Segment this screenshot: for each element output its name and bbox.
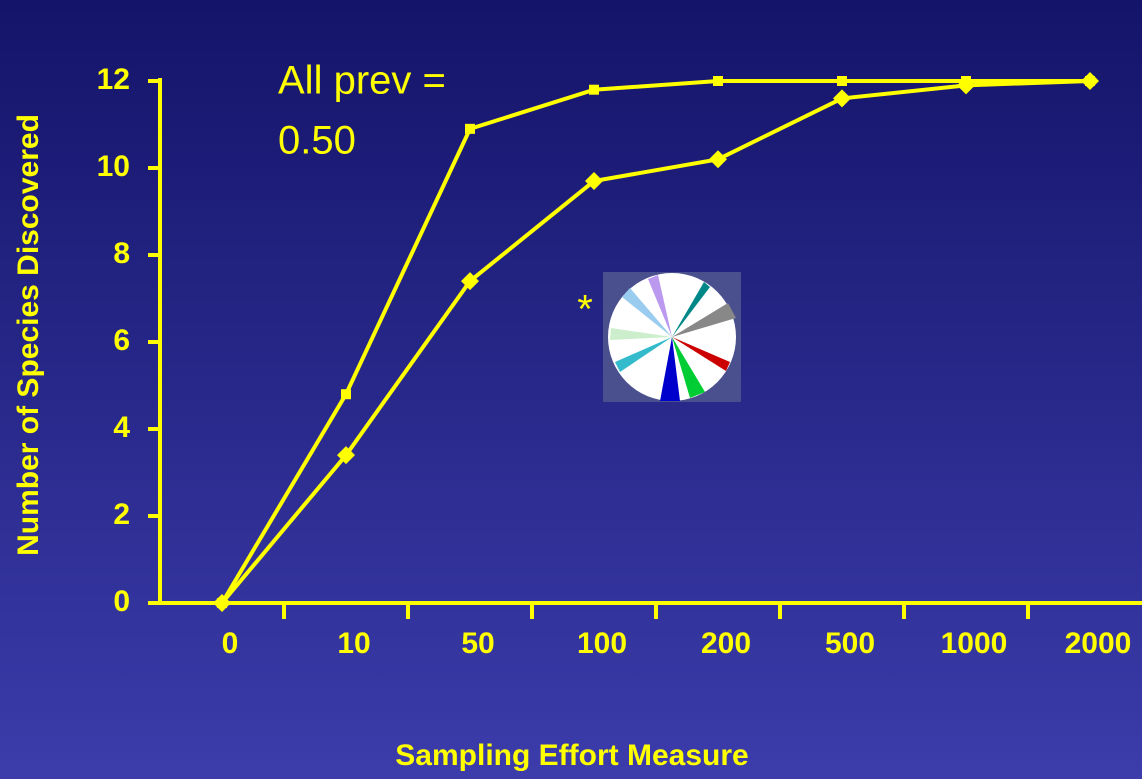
y-tick-label: 10 bbox=[97, 150, 130, 183]
x-tick-label: 1000 bbox=[941, 627, 1008, 660]
x-tick-label: 2000 bbox=[1065, 627, 1132, 660]
y-tick-label: 4 bbox=[113, 411, 130, 444]
y-tick-label: 8 bbox=[113, 237, 130, 270]
x-axis-label: Sampling Effort Measure bbox=[395, 739, 748, 772]
marker bbox=[465, 124, 475, 134]
annotation-line: All prev = bbox=[278, 59, 446, 103]
pie-icon bbox=[603, 272, 741, 402]
marker bbox=[713, 76, 723, 86]
marker bbox=[341, 389, 351, 399]
x-tick-label: 10 bbox=[337, 627, 370, 660]
annotation-line: 0.50 bbox=[278, 119, 356, 163]
y-axis-label: Number of Species Discovered bbox=[12, 114, 45, 556]
x-tick-label: 100 bbox=[577, 627, 627, 660]
chart: * All prev = 0.50 Sampling Effort Measur… bbox=[0, 0, 1142, 779]
y-tick-label: 0 bbox=[113, 585, 130, 618]
y-tick-label: 12 bbox=[97, 63, 130, 96]
page: * All prev = 0.50 Sampling Effort Measur… bbox=[0, 0, 1142, 779]
marker bbox=[837, 76, 847, 86]
y-tick-label: 6 bbox=[113, 324, 130, 357]
background bbox=[0, 0, 1142, 779]
x-tick-label: 200 bbox=[701, 627, 751, 660]
x-tick-label: 0 bbox=[222, 627, 239, 660]
x-tick-label: 500 bbox=[825, 627, 875, 660]
y-tick-label: 2 bbox=[113, 498, 130, 531]
pie-annotation: * bbox=[577, 288, 593, 332]
marker bbox=[589, 85, 599, 95]
x-tick-label: 50 bbox=[461, 627, 494, 660]
